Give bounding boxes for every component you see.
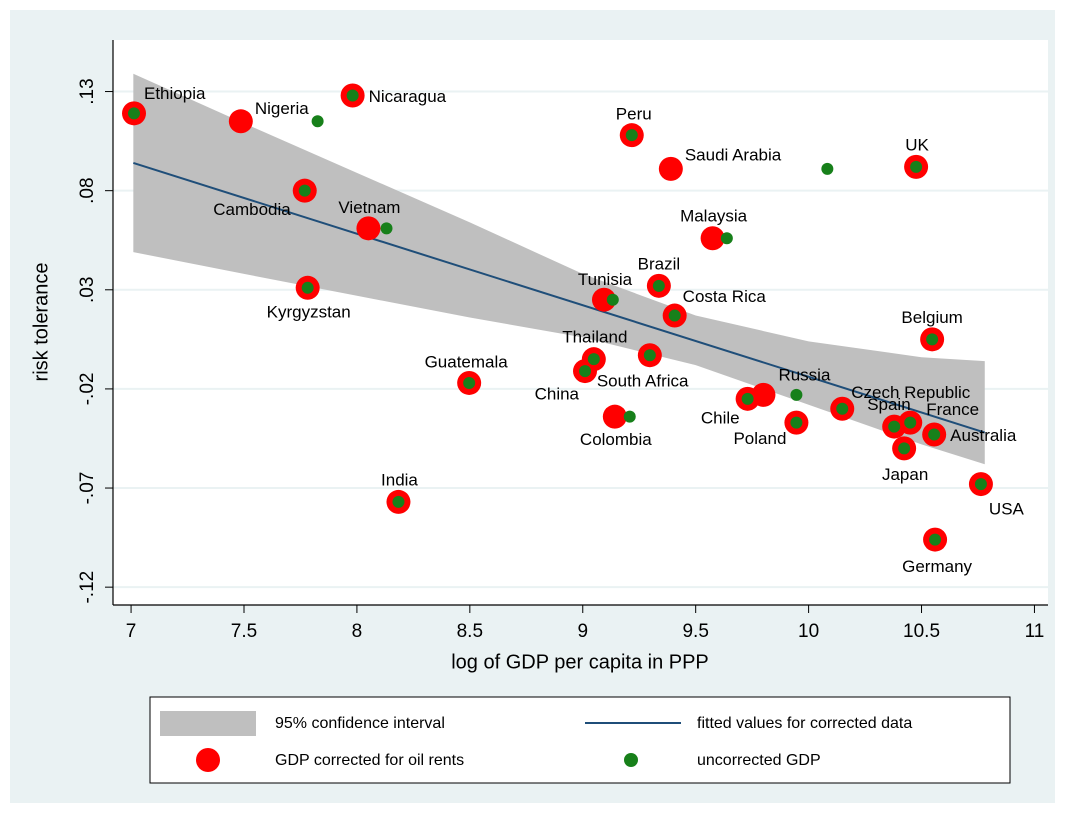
data-point bbox=[623, 410, 636, 423]
data-point bbox=[463, 376, 476, 389]
point-label: Colombia bbox=[580, 430, 652, 449]
x-tick-label: 8 bbox=[352, 621, 363, 642]
x-tick-label: 8.5 bbox=[457, 621, 483, 642]
point-label: Nicaragua bbox=[369, 87, 447, 106]
data-point bbox=[298, 184, 311, 197]
data-point bbox=[128, 107, 141, 120]
x-tick-label: 9 bbox=[577, 621, 588, 642]
point-label: Cambodia bbox=[213, 200, 291, 219]
legend-label: 95% confidence interval bbox=[275, 715, 445, 732]
plot-content: Ethiopia Nigeria Nicaragua Peru Saudi Arabia… bbox=[122, 73, 1025, 576]
axes: .13 .08 .03 -.02 -.07 -.12 7 7.5 8 8.5 9 9.5 10 10.5 1… bbox=[77, 40, 1048, 642]
data-point bbox=[888, 420, 901, 433]
data-point bbox=[356, 216, 381, 241]
data-point bbox=[311, 115, 324, 128]
point-label: Thailand bbox=[562, 328, 627, 347]
data-point bbox=[790, 388, 803, 401]
data-point bbox=[346, 89, 359, 102]
data-point bbox=[587, 353, 600, 366]
point-label: USA bbox=[989, 500, 1025, 519]
data-point bbox=[602, 404, 627, 429]
y-tick-label: .13 bbox=[77, 78, 98, 104]
data-point bbox=[926, 333, 939, 346]
x-tick-label: 9.5 bbox=[682, 621, 708, 642]
data-point bbox=[658, 156, 683, 181]
y-tick-label: -.12 bbox=[77, 571, 98, 604]
point-label: South Africa bbox=[597, 372, 689, 391]
data-point bbox=[591, 287, 616, 312]
point-label: Tunisia bbox=[578, 270, 633, 289]
point-label: Chile bbox=[701, 408, 740, 427]
x-tick-label: 11 bbox=[1025, 621, 1045, 642]
confidence-band bbox=[133, 73, 985, 465]
point-label: Ethiopia bbox=[144, 84, 206, 103]
data-point bbox=[898, 442, 911, 455]
point-label: China bbox=[535, 385, 580, 404]
data-point bbox=[741, 392, 754, 405]
point-label: Germany bbox=[902, 557, 972, 576]
point-label: Peru bbox=[616, 105, 652, 124]
point-label: Vietnam bbox=[338, 198, 400, 217]
point-label: Poland bbox=[733, 429, 786, 448]
point-label: Spain bbox=[867, 395, 910, 414]
legend: 95% confidence interval fitted values for… bbox=[160, 711, 912, 772]
point-label: Costa Rica bbox=[683, 287, 767, 306]
data-point bbox=[974, 478, 987, 491]
legend-swatch bbox=[160, 711, 256, 736]
point-label: France bbox=[926, 400, 979, 419]
data-point bbox=[652, 279, 665, 292]
data-point bbox=[380, 222, 393, 235]
data-point bbox=[625, 129, 638, 142]
data-point bbox=[821, 162, 834, 175]
x-axis-title: log of GDP per capita in PPP bbox=[451, 651, 709, 673]
data-point bbox=[790, 416, 803, 429]
data-point bbox=[720, 232, 733, 245]
data-point bbox=[928, 428, 941, 441]
fitted-line bbox=[133, 161, 986, 434]
data-point bbox=[904, 416, 917, 429]
point-label: Nigeria bbox=[255, 99, 309, 118]
data-point bbox=[579, 365, 592, 378]
x-tick-label: 10 bbox=[798, 621, 819, 642]
x-tick-label: 7 bbox=[126, 621, 137, 642]
point-label: Brazil bbox=[638, 254, 681, 273]
data-point bbox=[606, 293, 619, 306]
data-point bbox=[668, 309, 681, 322]
legend-label: uncorrected GDP bbox=[697, 752, 821, 769]
data-point bbox=[392, 495, 405, 508]
data-point bbox=[643, 349, 656, 362]
legend-label: GDP corrected for oil rents bbox=[275, 752, 464, 769]
y-tick-label: .03 bbox=[77, 277, 98, 303]
y-tick-label: -.02 bbox=[77, 373, 98, 406]
point-label: UK bbox=[905, 135, 929, 154]
x-tick-label: 7.5 bbox=[231, 621, 257, 642]
data-point bbox=[228, 109, 253, 134]
y-tick-label: -.07 bbox=[77, 472, 98, 505]
point-label: Malaysia bbox=[680, 207, 748, 226]
point-label: Russia bbox=[778, 365, 831, 384]
legend-swatch bbox=[196, 748, 220, 772]
point-label: Belgium bbox=[901, 308, 962, 327]
legend-swatch bbox=[624, 753, 638, 767]
y-axis-title: risk tolerance bbox=[30, 263, 52, 382]
point-label: Kyrgyzstan bbox=[267, 302, 351, 321]
x-tick-label: 10.5 bbox=[903, 621, 940, 642]
data-point bbox=[301, 281, 314, 294]
y-tick-label: .08 bbox=[77, 177, 98, 203]
point-label: India bbox=[381, 470, 418, 489]
point-label: Australia bbox=[950, 426, 1017, 445]
point-label: Czech Republic bbox=[851, 383, 971, 402]
data-point bbox=[836, 402, 849, 415]
legend-label: fitted values for corrected data bbox=[697, 715, 912, 732]
data-point bbox=[929, 533, 942, 546]
point-label: Saudi Arabia bbox=[685, 145, 782, 164]
point-label: Guatemala bbox=[425, 352, 509, 371]
data-point bbox=[700, 226, 725, 251]
legend-box bbox=[149, 696, 1011, 784]
point-label: Japan bbox=[882, 465, 928, 484]
data-point bbox=[910, 160, 923, 173]
